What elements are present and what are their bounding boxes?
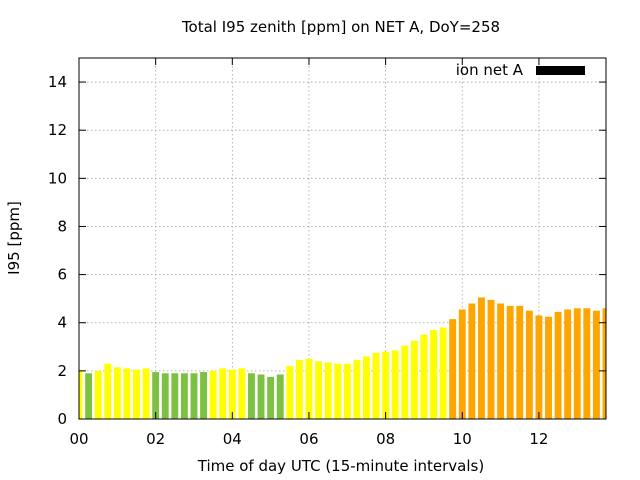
bar: [85, 373, 93, 419]
x-tick-label: 00: [69, 430, 88, 448]
bar: [573, 308, 581, 419]
y-tick-label: 4: [57, 314, 67, 332]
bar: [286, 366, 294, 419]
y-tick-label: 10: [48, 169, 67, 187]
bar: [171, 373, 179, 419]
bar: [430, 329, 437, 419]
bar: [343, 363, 351, 419]
bar: [334, 363, 342, 419]
bar: [535, 315, 543, 419]
bar: [315, 361, 322, 419]
bar: [104, 363, 112, 419]
y-tick-label: 12: [48, 121, 67, 139]
bar: [449, 319, 457, 419]
bar: [142, 368, 150, 419]
bar: [497, 303, 505, 419]
bar: [592, 310, 600, 419]
bar: [363, 356, 370, 419]
bar: [238, 368, 246, 419]
bar: [487, 299, 495, 419]
bar: [439, 327, 447, 419]
x-axis-label: Time of day UTC (15-minute intervals): [197, 457, 484, 475]
bar: [152, 372, 160, 419]
bar: [525, 310, 533, 419]
bar: [391, 350, 399, 419]
bar: [545, 316, 552, 419]
bar: [305, 358, 313, 419]
bar: [382, 351, 390, 419]
y-tick-label: 8: [57, 217, 67, 235]
bar: [353, 360, 361, 419]
bar: [516, 305, 524, 419]
chart-title: Total I95 zenith [ppm] on NET A, DoY=258: [181, 18, 500, 36]
bar: [276, 374, 284, 419]
bar: [267, 376, 275, 419]
y-tick-label: 2: [57, 362, 67, 380]
bar: [161, 373, 169, 419]
bar: [79, 370, 83, 419]
bar: [190, 373, 198, 419]
bar: [248, 373, 255, 419]
bar: [123, 368, 131, 419]
bar-series: [79, 297, 606, 419]
x-tick-label: 12: [529, 430, 548, 448]
bar: [209, 370, 217, 419]
bar: [113, 367, 121, 419]
bar: [324, 362, 332, 419]
bar: [401, 345, 409, 419]
bar: [420, 334, 428, 419]
bar: [257, 374, 265, 419]
y-axis-label: I95 [ppm]: [5, 201, 23, 275]
bar: [477, 297, 485, 419]
plot-frame: [78, 57, 607, 420]
bar: [94, 370, 102, 419]
y-tick-label: 0: [57, 410, 67, 428]
bar: [506, 305, 514, 419]
y-tick-label: 6: [57, 266, 67, 284]
legend-label: ion net A: [456, 61, 524, 79]
x-tick-label: 04: [223, 430, 242, 448]
bar: [133, 369, 140, 419]
x-tick-label: 10: [453, 430, 472, 448]
legend-swatch: [536, 66, 585, 75]
x-tick-label: 08: [376, 430, 395, 448]
bar: [372, 352, 380, 419]
axis-ticks: [78, 58, 606, 420]
y-tick-label: 14: [48, 73, 67, 91]
bar: [554, 311, 562, 419]
bar: [583, 308, 591, 419]
bar: [410, 340, 418, 419]
bar: [458, 309, 466, 419]
x-tick-label: 06: [299, 430, 318, 448]
bar: [228, 369, 236, 419]
bar: [602, 308, 606, 419]
bar: [295, 360, 303, 419]
legend: ion net A: [456, 61, 585, 79]
bar: [564, 309, 572, 419]
x-tick-label: 02: [146, 430, 165, 448]
bar: [468, 303, 476, 419]
grid-lines: [79, 58, 606, 419]
bar: [180, 373, 188, 419]
bar: [200, 372, 208, 419]
bar: [219, 368, 227, 419]
